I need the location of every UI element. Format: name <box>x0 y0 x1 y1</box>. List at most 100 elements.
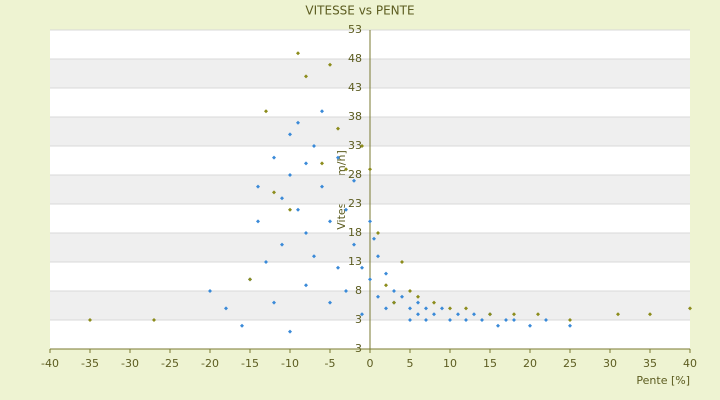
y-tick-label: 38 <box>348 110 362 123</box>
data-point <box>568 323 572 328</box>
x-tick-label: 5 <box>407 357 414 370</box>
data-point <box>344 207 348 212</box>
data-point <box>496 323 500 328</box>
data-point <box>344 289 348 293</box>
data-point <box>400 260 404 264</box>
data-point <box>88 318 92 322</box>
data-point <box>512 312 516 317</box>
data-point <box>328 62 332 67</box>
data-point <box>304 283 308 288</box>
data-point <box>296 51 300 56</box>
data-point <box>488 312 492 317</box>
x-tick-label: 35 <box>643 357 657 370</box>
data-point <box>616 312 620 317</box>
y-tick-label: 43 <box>348 81 362 94</box>
data-point <box>224 306 228 311</box>
data-point <box>336 155 340 160</box>
data-point <box>368 219 372 224</box>
data-point <box>408 289 412 293</box>
data-point <box>400 294 404 299</box>
data-point <box>328 300 332 305</box>
data-point <box>376 231 380 235</box>
data-point <box>344 167 348 172</box>
data-point <box>320 109 324 114</box>
data-point <box>256 184 260 189</box>
data-point <box>256 219 260 224</box>
data-point <box>288 329 292 334</box>
data-point <box>248 277 252 282</box>
data-point <box>456 312 460 317</box>
data-point <box>480 318 484 322</box>
data-point <box>448 306 452 311</box>
x-tick-label: -40 <box>41 357 59 370</box>
y-tick-label: 33 <box>348 139 362 152</box>
x-tick-label: -10 <box>281 357 299 370</box>
data-point <box>312 144 316 148</box>
y-tick-label: 18 <box>348 226 362 239</box>
data-point <box>416 300 420 305</box>
data-point <box>304 74 308 79</box>
data-point <box>384 306 388 311</box>
x-tick-label: 25 <box>563 357 577 370</box>
data-point <box>464 306 468 311</box>
data-point <box>280 242 284 247</box>
data-point <box>376 294 380 299</box>
data-point <box>272 300 276 305</box>
data-point <box>296 120 300 125</box>
data-point <box>312 254 316 259</box>
data-point <box>448 318 452 322</box>
data-point <box>272 155 276 160</box>
data-point <box>304 231 308 235</box>
data-point <box>424 306 428 311</box>
data-point <box>432 300 436 305</box>
y-tick-label: 53 <box>348 23 362 36</box>
data-point <box>416 312 420 317</box>
data-point <box>408 318 412 322</box>
data-point <box>384 283 388 288</box>
data-point <box>416 294 420 299</box>
data-point <box>648 312 652 317</box>
y-tick-label: 48 <box>348 52 362 65</box>
x-tick-label: 15 <box>483 357 497 370</box>
data-point <box>208 289 212 293</box>
data-point <box>272 190 276 195</box>
data-point <box>568 318 572 322</box>
y-tick-label: 23 <box>348 197 362 210</box>
data-point <box>352 242 356 247</box>
data-point <box>304 161 308 166</box>
x-tick-label: -25 <box>161 357 179 370</box>
chart-title: VITESSE vs PENTE <box>305 4 414 18</box>
x-tick-label: -5 <box>325 357 336 370</box>
data-point <box>360 312 364 317</box>
data-point <box>264 109 268 114</box>
data-point <box>392 289 396 293</box>
x-tick-label: 10 <box>443 357 457 370</box>
data-point <box>424 318 428 322</box>
data-point <box>432 312 436 317</box>
y-tick-label: 13 <box>348 255 362 268</box>
y-tick-label: 28 <box>348 168 362 181</box>
data-point <box>528 323 532 328</box>
data-point <box>512 318 516 322</box>
x-tick-label: -15 <box>241 357 259 370</box>
data-point <box>328 219 332 224</box>
data-point <box>504 318 508 322</box>
x-tick-label: 20 <box>523 357 537 370</box>
data-point <box>320 184 324 189</box>
x-tick-label: 30 <box>603 357 617 370</box>
data-point <box>320 161 324 166</box>
x-tick-label: 40 <box>683 357 697 370</box>
data-point <box>352 178 356 183</box>
data-point <box>360 144 364 148</box>
data-point <box>408 306 412 311</box>
x-axis-title: Pente [%] <box>636 374 690 387</box>
y-tick-label: 8 <box>355 284 362 297</box>
data-point <box>688 306 692 311</box>
data-point <box>464 318 468 322</box>
data-point <box>360 265 364 270</box>
x-tick-label: 0 <box>367 357 374 370</box>
data-point <box>544 318 548 322</box>
data-point <box>288 173 292 177</box>
data-point <box>288 132 292 137</box>
